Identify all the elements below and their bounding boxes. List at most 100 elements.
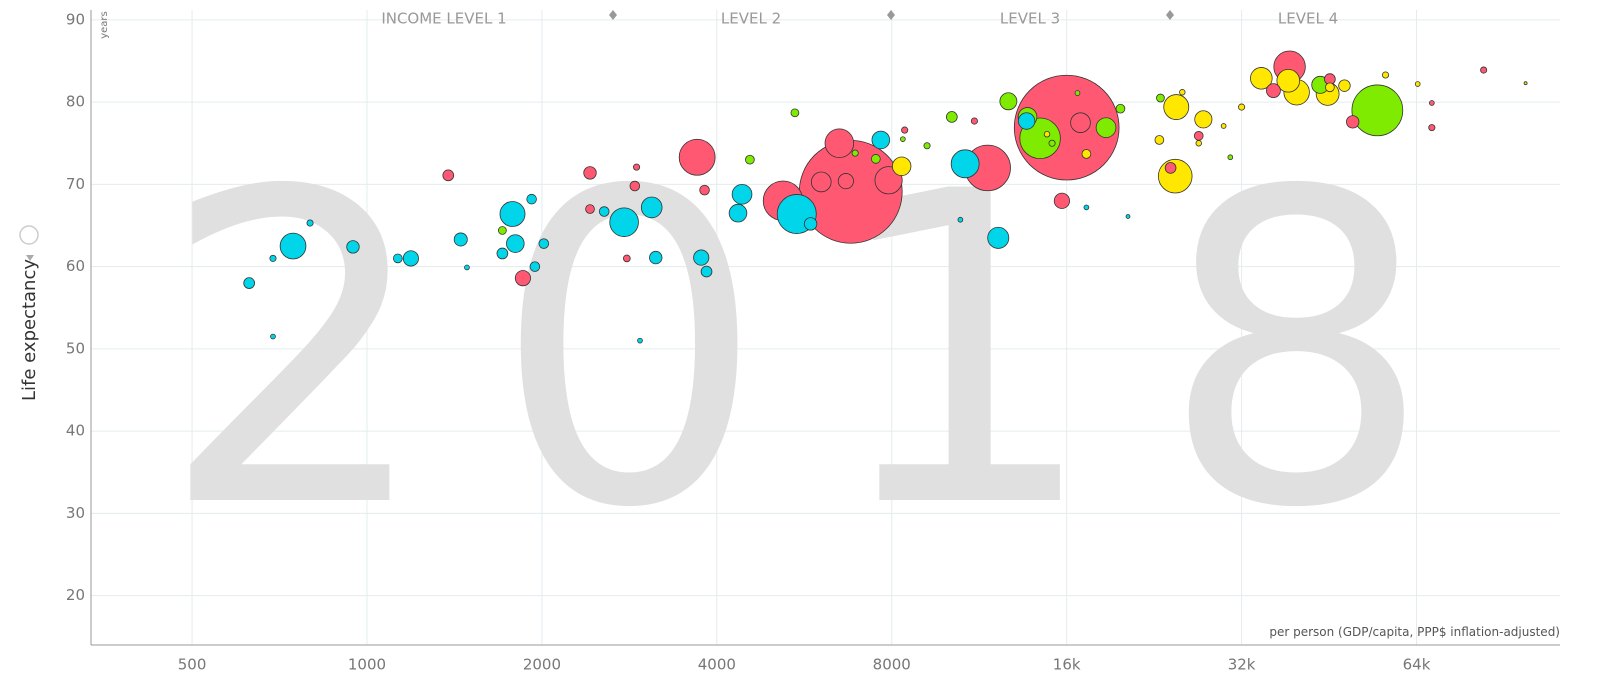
- bubble: [1043, 131, 1051, 138]
- bubble: [999, 92, 1018, 111]
- bubble: [851, 149, 859, 157]
- bubble: [700, 265, 713, 278]
- bubbles: [243, 50, 1528, 344]
- bubble: [837, 173, 854, 190]
- bubble: [870, 154, 881, 164]
- bubble: [637, 337, 643, 344]
- bubble: [393, 253, 403, 264]
- income-level-label: LEVEL 4: [1278, 10, 1338, 28]
- y-tick-label: 80: [66, 93, 85, 111]
- y-tick-label: 70: [66, 175, 85, 193]
- bubble: [1266, 83, 1281, 99]
- y-tick-label: 30: [66, 504, 85, 522]
- y-tick-label: 90: [66, 10, 85, 28]
- bubble: [1053, 192, 1070, 209]
- income-level-label: INCOME LEVEL 1: [381, 10, 506, 28]
- y-axis-dropdown[interactable]: [26, 255, 34, 261]
- labels: 20 30 40 50 60 70 80 90 500 1000 2000 4000 8000 16k 32…: [66, 10, 1431, 674]
- y-tick-label: 40: [66, 422, 85, 440]
- bubble: [1048, 139, 1056, 147]
- bubble: [1156, 93, 1165, 103]
- bubble: [699, 184, 710, 196]
- bubble: [499, 201, 526, 227]
- bubble: [950, 149, 980, 179]
- bubble: [1154, 135, 1165, 145]
- bubble: [1428, 124, 1436, 132]
- bubble: [728, 203, 748, 223]
- bubble: [506, 234, 525, 253]
- y-tick-label: 60: [66, 257, 85, 275]
- bubble: [270, 333, 276, 340]
- x-tick-label: 8000: [873, 656, 911, 674]
- x-tick-label: 1000: [348, 656, 386, 674]
- bubble: [1193, 131, 1204, 141]
- bubble: [306, 219, 314, 227]
- bubble: [1070, 112, 1091, 133]
- bubble: [1163, 94, 1190, 120]
- bubble: [1095, 117, 1117, 138]
- bubble: [693, 249, 710, 266]
- bubble: [1017, 112, 1036, 130]
- level-divider: [609, 10, 617, 20]
- bubble: [598, 206, 610, 217]
- bubble: [1125, 214, 1131, 219]
- bubble: [891, 156, 912, 176]
- bubble: [529, 261, 541, 272]
- y-axis-title[interactable]: Life expectancy: [19, 259, 40, 401]
- bubble: [538, 238, 550, 249]
- x-tick-label: 32k: [1228, 656, 1256, 674]
- y-unit: years: [99, 11, 110, 39]
- bubble: [970, 117, 978, 125]
- bubble: [269, 254, 277, 262]
- x-tick-label: 500: [178, 656, 207, 674]
- bubble: [346, 240, 360, 254]
- bubble: [1164, 162, 1177, 174]
- x-axis-title[interactable]: per person (GDP/capita, PPP$ inflation-a…: [1269, 625, 1560, 639]
- bubble: [1429, 100, 1435, 106]
- bubble: [1081, 149, 1092, 159]
- bubble: [640, 196, 663, 219]
- bubble: [901, 126, 909, 134]
- bubble: [871, 130, 891, 150]
- income-level-label: LEVEL 2: [721, 10, 781, 28]
- level-divider: [887, 10, 895, 20]
- bubble: [1338, 79, 1351, 92]
- bubble: [583, 166, 597, 180]
- bubble: [1074, 90, 1081, 96]
- help-icon[interactable]: [19, 225, 39, 245]
- bubble: [402, 250, 419, 267]
- bubble: [1381, 71, 1390, 79]
- bubble: [1480, 66, 1488, 74]
- x-tick-label: 64k: [1403, 656, 1431, 674]
- bubble: [496, 247, 509, 260]
- bubble: [731, 183, 753, 205]
- bubble: [1194, 110, 1213, 129]
- bubble: [1220, 123, 1227, 129]
- bubble: [279, 232, 307, 260]
- x-tick-label: 2000: [523, 656, 561, 674]
- y-tick-label: 50: [66, 339, 85, 357]
- bubble: [745, 154, 755, 165]
- level-divider: [1166, 10, 1174, 20]
- bubble: [1179, 89, 1186, 96]
- bubble: [1083, 204, 1090, 211]
- bubble: [622, 254, 631, 263]
- bubble: [1157, 158, 1193, 194]
- bubble: [526, 193, 537, 205]
- bubble: [1227, 154, 1234, 161]
- bubble: [1346, 115, 1360, 129]
- bubble: [649, 250, 663, 265]
- bubble: [1115, 103, 1126, 114]
- bubble: [609, 207, 639, 237]
- bubble: [923, 142, 931, 150]
- bubble: [1414, 81, 1421, 87]
- bubble: [1195, 140, 1202, 147]
- bubble: [803, 217, 818, 231]
- bubble: [243, 277, 256, 289]
- bubble: [678, 138, 716, 176]
- bubble: [629, 180, 641, 192]
- income-level-label: LEVEL 3: [1000, 10, 1060, 28]
- y-tick-label: 20: [66, 586, 85, 604]
